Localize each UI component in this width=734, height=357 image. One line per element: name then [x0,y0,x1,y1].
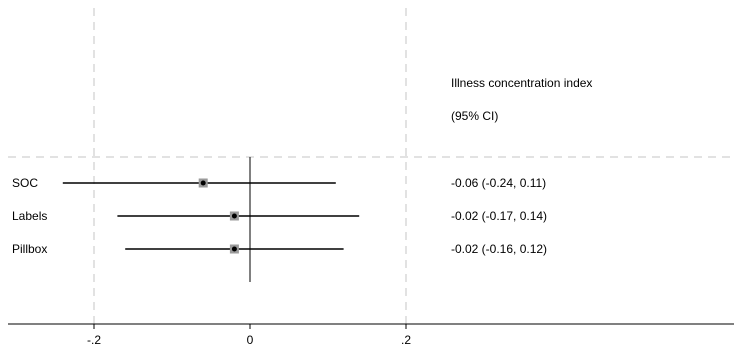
row-label: Pillbox [12,242,47,256]
x-tick-label: -.2 [87,333,101,347]
x-tick-label: 0 [247,333,254,347]
estimate-point [231,246,237,252]
rows: SOC -0.06 (-0.24, 0.11) Labels -0.02 (-0.17… [12,176,547,256]
ci-text: -0.02 (-0.16, 0.12) [451,242,547,256]
estimate-point [231,213,237,219]
row-label: Labels [12,209,47,223]
ci-text: -0.06 (-0.24, 0.11) [451,176,546,190]
x-ticks: -.2 0 .2 [87,324,411,347]
header-title: Illness concentration index [451,76,592,90]
ci-text: -0.02 (-0.17, 0.14) [451,209,547,223]
gridlines [93,8,407,324]
row-label: SOC [12,176,38,190]
x-tick-label: .2 [401,333,411,347]
estimate-point [200,180,206,186]
header-subtitle: (95% CI) [451,109,498,123]
